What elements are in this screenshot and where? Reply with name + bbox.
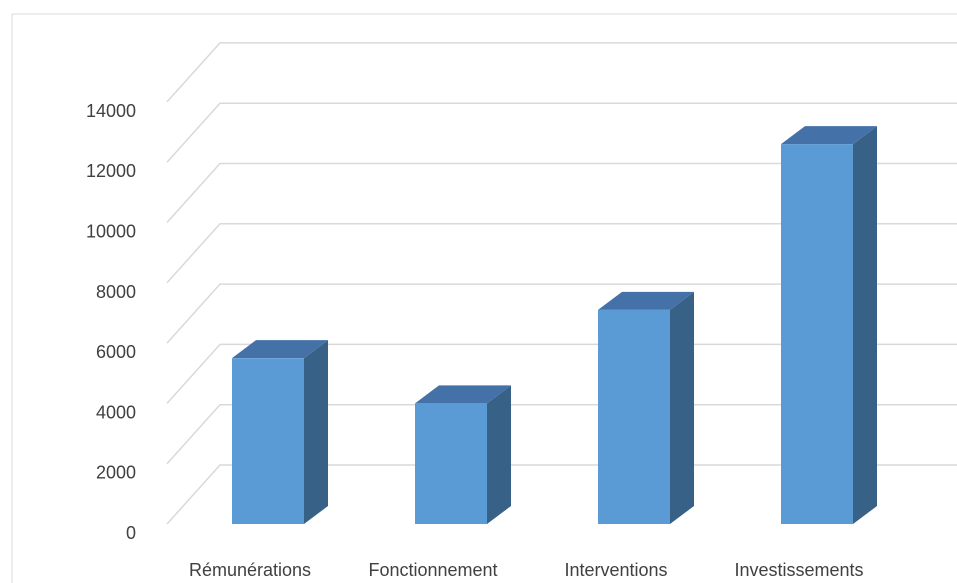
bar	[415, 385, 511, 524]
gridline	[166, 403, 957, 465]
bar-top	[232, 340, 328, 359]
bar-front	[598, 309, 670, 524]
bar	[598, 291, 694, 524]
y-tick-label: 4000	[96, 402, 136, 422]
y-tick-label: 2000	[96, 463, 136, 483]
bar-front	[232, 358, 304, 524]
y-tick-label: 8000	[96, 282, 136, 302]
x-category-label: Investissements	[734, 560, 863, 580]
y-tick-label: 10000	[86, 222, 136, 242]
gridline	[166, 343, 957, 404]
y-axis-ticks: 0 2000 4000 6000 8000 10000 12000 14000	[86, 101, 136, 543]
bar-top	[781, 126, 877, 145]
bar-side	[304, 340, 328, 524]
gridline	[166, 464, 957, 525]
bar-side	[487, 385, 511, 524]
bar	[232, 340, 328, 524]
gridline	[166, 283, 957, 344]
bar-front	[781, 144, 853, 525]
bar-front	[415, 403, 487, 524]
bar-top	[415, 385, 511, 404]
x-axis-labels: Rémunérations Fonctionnement Interventions…	[189, 560, 864, 580]
bar	[781, 126, 877, 525]
bars	[232, 126, 877, 525]
y-tick-label: 0	[126, 523, 136, 543]
bar-side	[670, 291, 694, 524]
y-tick-label: 14000	[86, 101, 136, 121]
bar-side	[853, 126, 877, 525]
gridline	[166, 102, 957, 163]
x-category-label: Rémunérations	[189, 560, 311, 580]
y-tick-label: 6000	[96, 342, 136, 362]
gridline	[166, 162, 957, 224]
gridlines	[166, 42, 957, 525]
y-tick-label: 12000	[86, 161, 136, 181]
x-category-label: Interventions	[564, 560, 667, 580]
gridline	[166, 42, 957, 103]
bar-top	[598, 291, 694, 310]
x-category-label: Fonctionnement	[368, 560, 497, 580]
gridline	[166, 223, 957, 284]
